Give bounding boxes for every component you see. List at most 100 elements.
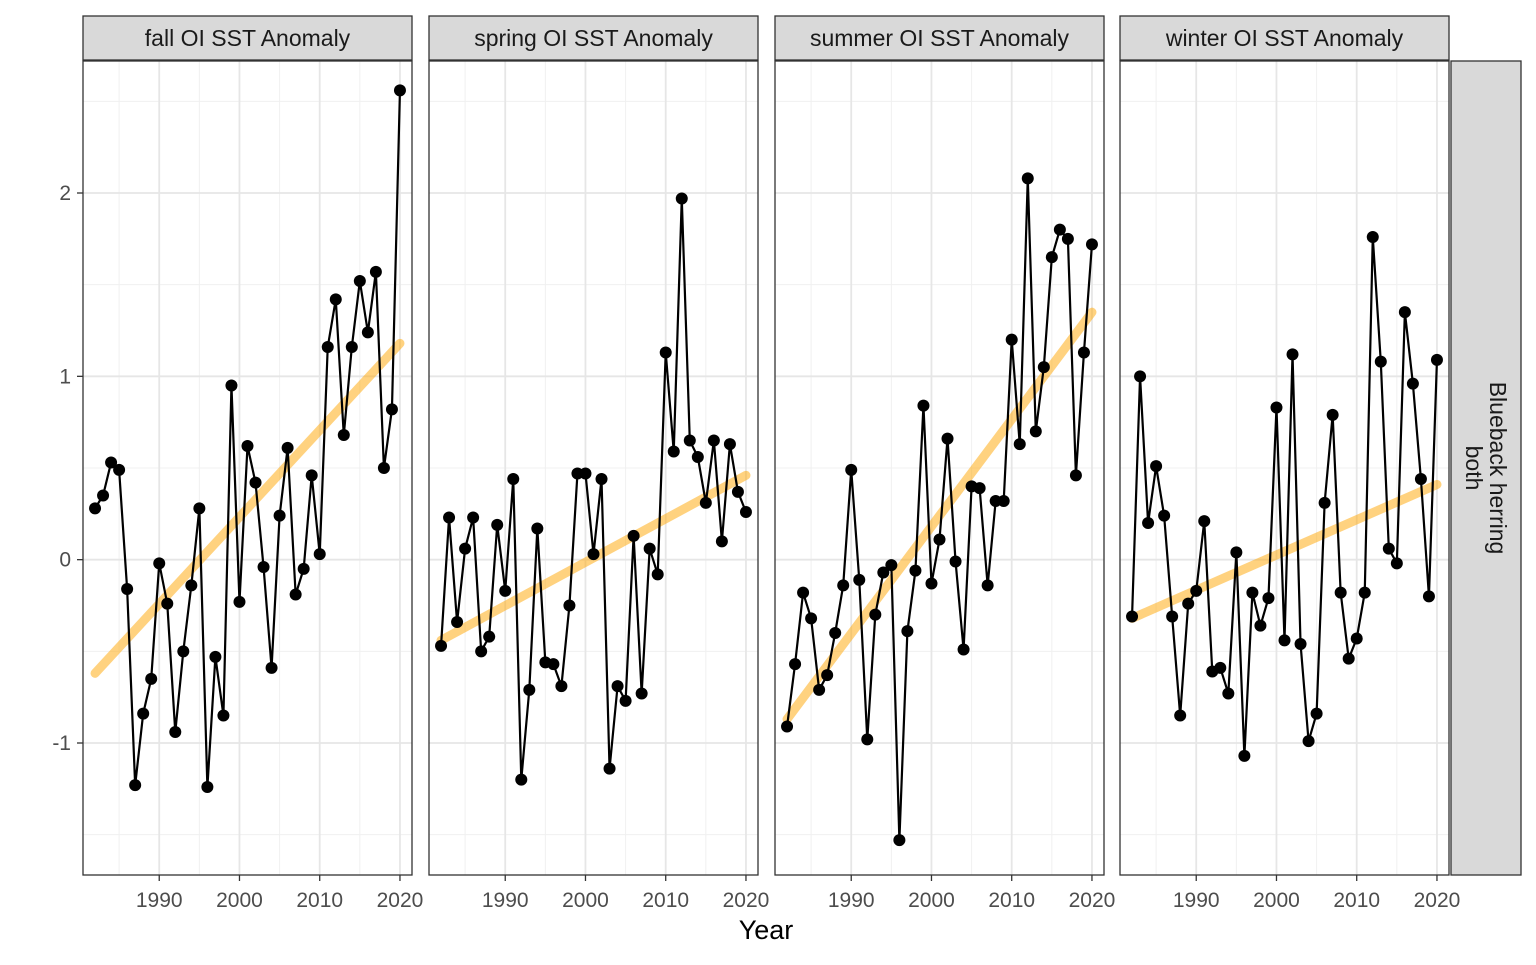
data-point [715, 535, 728, 548]
x-tick-label: 2010 [296, 889, 343, 912]
data-point [1061, 232, 1074, 245]
data-point [861, 733, 874, 746]
x-tick-label: 2020 [1414, 889, 1461, 912]
data-point [345, 341, 358, 353]
data-point [137, 707, 150, 720]
data-point [997, 495, 1010, 507]
data-point [1045, 251, 1058, 264]
data-point [209, 650, 222, 663]
data-point [893, 834, 906, 847]
data-point [249, 476, 262, 489]
data-point [491, 518, 504, 531]
data-point [161, 597, 174, 610]
data-point [153, 557, 166, 570]
data-point [603, 762, 616, 775]
data-point [1077, 346, 1090, 359]
data-point [515, 773, 528, 786]
panel-border [82, 60, 413, 876]
data-point [547, 658, 560, 671]
data-point [917, 399, 930, 412]
data-point [265, 661, 278, 674]
data-point [707, 434, 720, 447]
data-point [1406, 377, 1419, 390]
data-point [507, 473, 520, 485]
data-point [241, 440, 254, 452]
data-point [627, 529, 640, 542]
data-point [1085, 238, 1098, 251]
data-point [121, 583, 134, 595]
data-point [1414, 473, 1427, 485]
panel-0: fall OI SST Anomaly 1990 2000 2010 2020 [82, 15, 423, 912]
data-point [499, 584, 512, 597]
data-point [1302, 735, 1315, 748]
data-point [217, 709, 230, 722]
data-point [611, 680, 624, 693]
data-point [821, 669, 834, 682]
data-point [145, 672, 158, 685]
data-point [1142, 517, 1155, 529]
data-point [523, 683, 536, 696]
data-point [1182, 597, 1195, 610]
x-tick-label: 1990 [136, 889, 183, 912]
data-point [273, 509, 286, 522]
data-point [651, 568, 664, 581]
data-point [579, 467, 592, 480]
data-point [129, 779, 142, 792]
data-point [659, 346, 672, 359]
data-point [1262, 592, 1275, 605]
data-point [813, 683, 826, 696]
data-point [483, 630, 496, 643]
data-point [853, 573, 866, 586]
data-point [297, 562, 310, 575]
data-point [1422, 590, 1435, 603]
data-point [1430, 353, 1443, 366]
y-tick-label: 1 [59, 365, 71, 388]
data-point [1390, 557, 1403, 570]
data-point [1334, 586, 1347, 599]
data-point [257, 561, 270, 573]
x-tick-label: 2010 [988, 889, 1035, 912]
data-point [1222, 687, 1235, 700]
data-point [675, 192, 688, 205]
data-point [467, 511, 480, 524]
data-point [1005, 333, 1018, 346]
x-tick-label: 1990 [482, 889, 529, 912]
row-strip-line: both [1461, 446, 1487, 491]
data-point [1270, 401, 1283, 414]
data-point [225, 379, 238, 392]
data-point [443, 511, 456, 524]
data-point [1029, 425, 1042, 438]
data-point [973, 482, 986, 495]
data-point [667, 445, 680, 458]
panel-border [1119, 60, 1450, 876]
data-point [1037, 361, 1050, 374]
y-tick-label: -1 [52, 732, 71, 755]
facet-strip-label: winter OI SST Anomaly [1165, 25, 1404, 51]
data-point [1198, 515, 1211, 528]
data-point [805, 612, 818, 625]
data-point [1246, 586, 1259, 599]
data-point [89, 502, 102, 515]
data-point [1013, 438, 1026, 451]
data-point [699, 496, 712, 509]
data-point [201, 781, 214, 793]
data-point [837, 579, 850, 592]
facet-strip [428, 15, 759, 61]
data-point [451, 616, 464, 628]
data-point [1310, 707, 1323, 720]
x-tick-label: 1990 [1173, 889, 1220, 912]
data-point [393, 84, 406, 97]
data-point [1398, 306, 1411, 319]
facet-strip [1119, 15, 1450, 61]
x-tick-label: 2010 [1333, 889, 1380, 912]
data-point [105, 456, 118, 469]
data-point [1053, 223, 1066, 236]
data-point [169, 726, 182, 738]
data-point [563, 599, 576, 612]
data-point [1158, 509, 1171, 522]
data-point [1326, 408, 1339, 421]
data-point [459, 542, 472, 555]
facet-strip-label: spring OI SST Anomaly [474, 25, 713, 51]
data-point [1150, 460, 1163, 473]
